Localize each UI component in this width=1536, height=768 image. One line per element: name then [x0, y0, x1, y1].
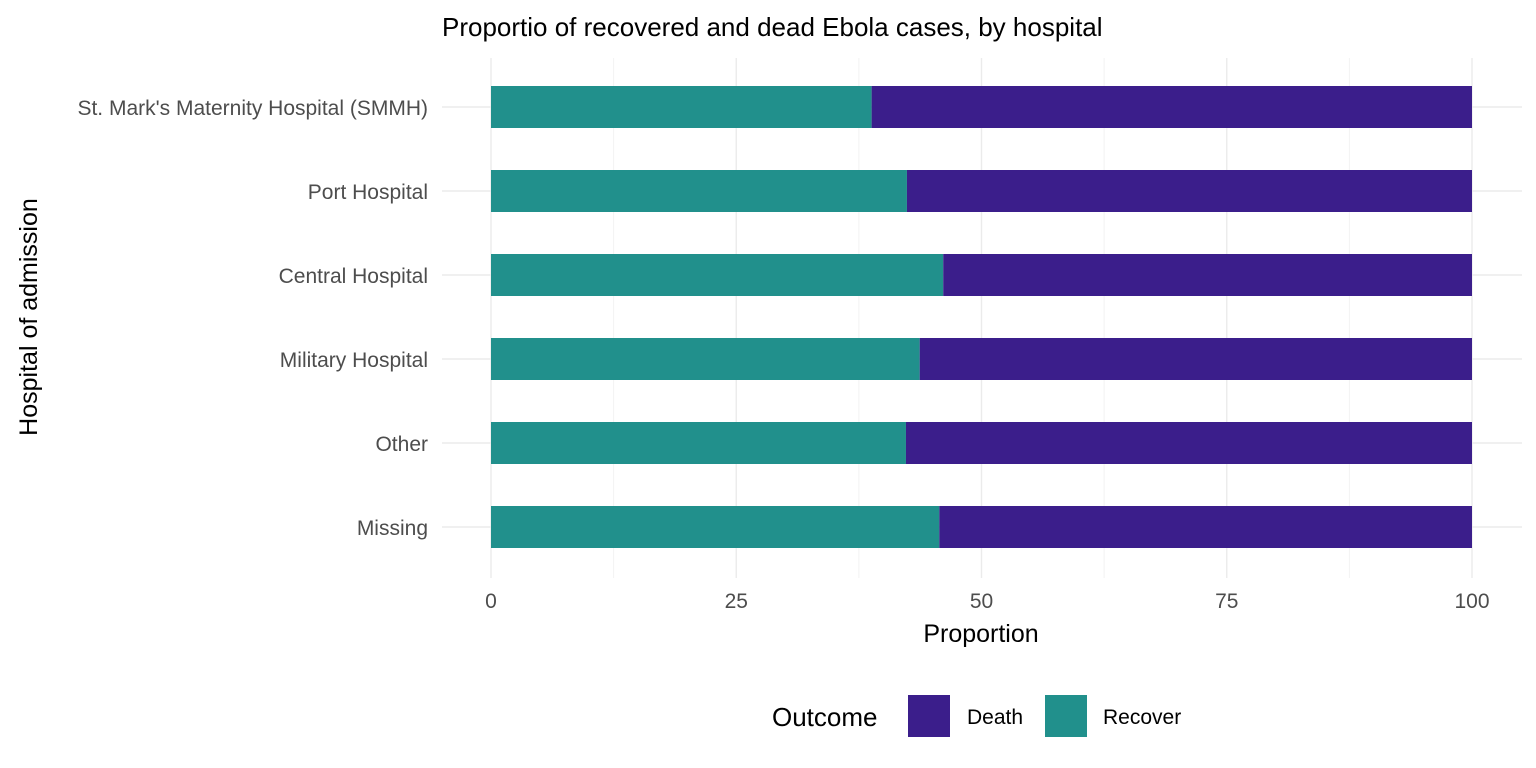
- x-tick-label: 75: [1215, 590, 1238, 613]
- y-axis-title: Hospital of admission: [15, 198, 43, 436]
- y-tick-label: Missing: [357, 517, 428, 540]
- grid-lines: [442, 58, 1522, 578]
- legend: Outcome Death Recover: [772, 695, 1181, 737]
- x-tick-labels: 0 25 50 75 100: [485, 590, 1489, 613]
- bar-recover: [491, 86, 872, 128]
- x-tick-label: 50: [970, 590, 993, 613]
- y-tick-label: Port Hospital: [308, 181, 428, 204]
- bar-recover: [491, 170, 907, 212]
- x-tick-label: 25: [725, 590, 748, 613]
- y-tick-label: St. Mark's Maternity Hospital (SMMH): [77, 97, 428, 120]
- bar-recover: [491, 254, 944, 296]
- legend-label-recover: Recover: [1103, 706, 1181, 729]
- bar-recover: [491, 422, 906, 464]
- legend-key-death: [908, 695, 950, 737]
- legend-title: Outcome: [772, 702, 878, 732]
- bar-death: [943, 254, 1472, 296]
- chart-title: Proportio of recovered and dead Ebola ca…: [442, 12, 1103, 42]
- bar-death: [939, 506, 1472, 548]
- bar-death: [871, 86, 1472, 128]
- bar-death: [905, 422, 1472, 464]
- x-tick-label: 100: [1454, 590, 1489, 613]
- legend-key-recover: [1045, 695, 1087, 737]
- y-tick-label: Central Hospital: [279, 265, 428, 288]
- y-tick-labels: St. Mark's Maternity Hospital (SMMH) Port…: [77, 97, 428, 540]
- y-tick-label: Other: [375, 433, 428, 456]
- bar-recover: [491, 338, 920, 380]
- bars: [491, 86, 1472, 548]
- x-tick-label: 0: [485, 590, 497, 613]
- y-tick-label: Military Hospital: [280, 349, 428, 372]
- legend-label-death: Death: [967, 706, 1023, 729]
- bar-death: [906, 170, 1472, 212]
- bar-recover: [491, 506, 940, 548]
- bar-death: [919, 338, 1472, 380]
- x-axis-title: Proportion: [923, 620, 1038, 648]
